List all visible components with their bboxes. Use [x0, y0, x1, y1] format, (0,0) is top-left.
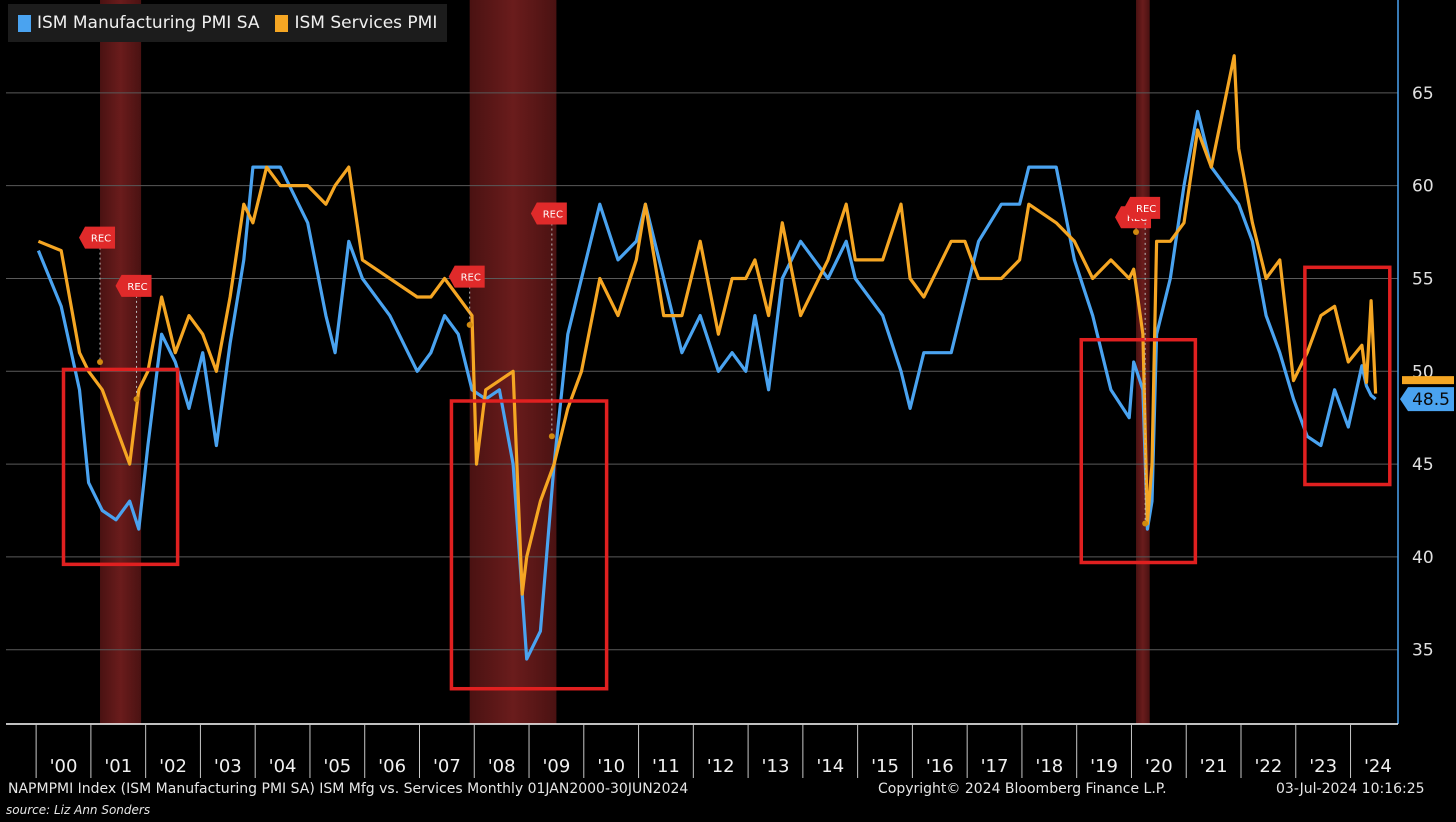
- y-tick-label: 65: [1412, 84, 1434, 104]
- x-tick-label: '22: [1254, 756, 1282, 777]
- y-tick-label: 60: [1412, 177, 1434, 197]
- x-tick-label: '07: [433, 756, 461, 777]
- rec-flag-label: REC: [543, 209, 563, 220]
- last-value-tag-manufacturing: [1400, 387, 1454, 412]
- recession-band: [469, 0, 557, 724]
- rec-flag-dot: [466, 321, 473, 328]
- series-line-manufacturing: [36, 109, 1377, 661]
- legend-swatch-services: [275, 14, 289, 32]
- recession-shading: [100, 0, 1150, 724]
- x-tick-label: '20: [1145, 756, 1173, 777]
- x-tick-label: '15: [871, 756, 899, 777]
- rec-flag-badge: [448, 265, 485, 288]
- x-tick-label: '16: [926, 756, 954, 777]
- x-tick-label: '18: [1035, 756, 1063, 777]
- source-credit: source: Liz Ann Sonders: [6, 803, 151, 817]
- gridlines: [6, 92, 1398, 651]
- y-tick-label: 40: [1412, 548, 1434, 568]
- series-line-services: [37, 54, 1378, 596]
- rec-flag-dot: [1133, 229, 1140, 236]
- rec-flag-badge: [79, 226, 116, 249]
- x-tick-label: '04: [269, 756, 297, 777]
- legend: ISM Manufacturing PMI SA ISM Services PM…: [8, 4, 448, 42]
- footer-copyright: Copyright© 2024 Bloomberg Finance L.P.: [878, 781, 1167, 797]
- rec-flag-label: REC: [461, 273, 481, 284]
- x-tick-label: '09: [542, 756, 570, 777]
- x-tick-label: '19: [1090, 756, 1118, 777]
- x-tick-label: '23: [1309, 756, 1337, 777]
- legend-swatch-manufacturing: [18, 14, 31, 32]
- recession-band: [100, 0, 142, 724]
- rec-flag-dot: [97, 359, 104, 365]
- highlight-box: [61, 367, 180, 567]
- x-tick-label: '03: [214, 756, 242, 777]
- rec-flag-dot: [1142, 520, 1149, 527]
- rec-flags: RECRECRECRECRECREC: [79, 196, 1161, 527]
- rec-flag-badge: [530, 202, 567, 225]
- x-tick-label: '17: [981, 756, 1009, 777]
- last-value-tag-services: [1402, 376, 1454, 385]
- x-tick-label: '02: [159, 756, 187, 777]
- y-tick-label: 55: [1412, 269, 1434, 289]
- x-tick-label: '00: [50, 756, 78, 777]
- x-tick-label: '06: [378, 756, 406, 777]
- x-tick-label: '13: [762, 756, 790, 777]
- footer-description: NAPMPMI Index (ISM Manufacturing PMI SA)…: [8, 781, 689, 797]
- y-tick-label: 35: [1412, 641, 1434, 661]
- rec-flag-label: REC: [91, 234, 111, 245]
- x-tick-label: '08: [488, 756, 516, 777]
- legend-item-manufacturing: ISM Manufacturing PMI SA: [18, 13, 259, 33]
- x-tick-label: '24: [1364, 756, 1392, 777]
- x-tick-label: '01: [104, 756, 132, 777]
- y-tick-label: 45: [1412, 455, 1434, 475]
- highlight-box: [1079, 337, 1198, 565]
- rec-flag-dot: [548, 433, 555, 440]
- x-tick-label: '12: [707, 756, 735, 777]
- highlight-boxes: [61, 265, 1392, 691]
- legend-item-services: ISM Services PMI: [275, 13, 437, 33]
- axes: 35404550556065'00'01'02'03'04'05'06'07'0…: [6, 0, 1454, 778]
- rec-flag-label: REC: [1136, 204, 1156, 215]
- x-tick-label: '11: [652, 756, 680, 777]
- last-value-label: 48.5: [1412, 390, 1450, 410]
- x-tick-label: '05: [323, 756, 351, 777]
- footer-timestamp: 03-Jul-2024 10:16:25: [1276, 781, 1425, 797]
- legend-label-manufacturing: ISM Manufacturing PMI SA: [37, 13, 260, 33]
- x-tick-label: '14: [816, 756, 844, 777]
- series-lines: [36, 54, 1378, 661]
- rec-flag-dot: [133, 396, 140, 403]
- x-tick-label: '21: [1200, 756, 1228, 777]
- x-tick-label: '10: [597, 756, 625, 777]
- rec-flag-badge: [115, 274, 152, 297]
- rec-flag-badge: [1124, 196, 1161, 219]
- rec-flag-label: REC: [127, 282, 147, 293]
- highlight-box: [1303, 265, 1392, 487]
- highlight-box: [449, 399, 609, 691]
- legend-label-services: ISM Services PMI: [294, 13, 438, 33]
